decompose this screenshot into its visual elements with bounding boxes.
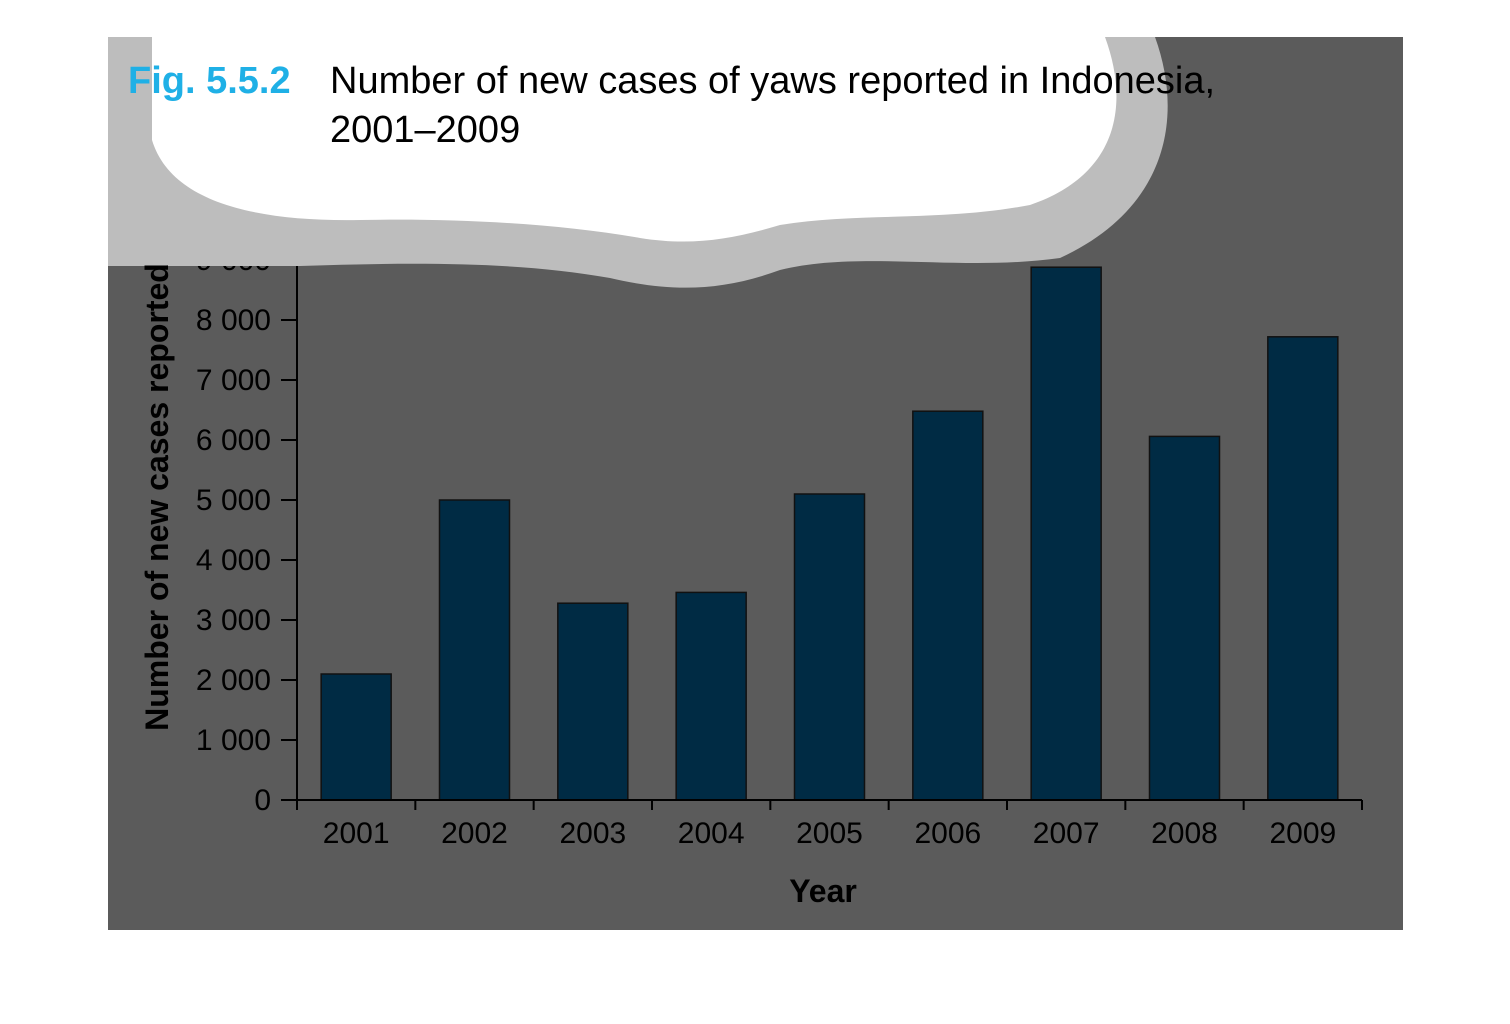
bar-2005 xyxy=(793,493,866,801)
bar-2007 xyxy=(1030,266,1102,801)
bar-2006 xyxy=(912,410,984,801)
x-tick-label: 2007 xyxy=(1033,817,1100,850)
y-tick-label: 5 000 xyxy=(196,484,271,517)
y-tick-label: 8 000 xyxy=(196,304,271,337)
cloud-overlay xyxy=(152,37,1117,242)
bar-2009 xyxy=(1267,336,1339,801)
y-tick-label: 0 xyxy=(254,784,271,817)
bars xyxy=(320,266,1339,801)
x-tick-label: 2003 xyxy=(559,817,626,850)
figure-title-line2: 2001–2009 xyxy=(330,109,520,151)
x-tick-label: 2002 xyxy=(441,817,508,850)
bar-2008 xyxy=(1148,435,1221,801)
figure-title-line1: Number of new cases of yaws reported in … xyxy=(330,60,1215,102)
x-tick-label: 2008 xyxy=(1151,817,1218,850)
bar-2004 xyxy=(675,591,747,801)
x-axis-title: Year xyxy=(789,873,857,909)
y-tick-label: 2 000 xyxy=(196,664,271,697)
y-tick-label: 4 000 xyxy=(196,544,271,577)
y-tick-label: 7 000 xyxy=(196,364,271,397)
x-tick-label: 2004 xyxy=(678,817,745,850)
y-tick-label: 1 000 xyxy=(196,724,271,757)
bar-2002 xyxy=(438,499,511,801)
x-tick-label: 2006 xyxy=(914,817,981,850)
y-tick-label: 6 000 xyxy=(196,424,271,457)
x-tick-label: 2001 xyxy=(323,817,390,850)
y-tick-label: 3 000 xyxy=(196,604,271,637)
bar-2003 xyxy=(557,602,629,801)
x-tick-label: 2005 xyxy=(796,817,863,850)
x-tick-label: 2009 xyxy=(1269,817,1336,850)
y-axis-title: Number of new cases reported xyxy=(139,263,175,731)
figure-label: Fig. 5.5.2 xyxy=(128,60,291,102)
bar-2001 xyxy=(320,673,392,801)
